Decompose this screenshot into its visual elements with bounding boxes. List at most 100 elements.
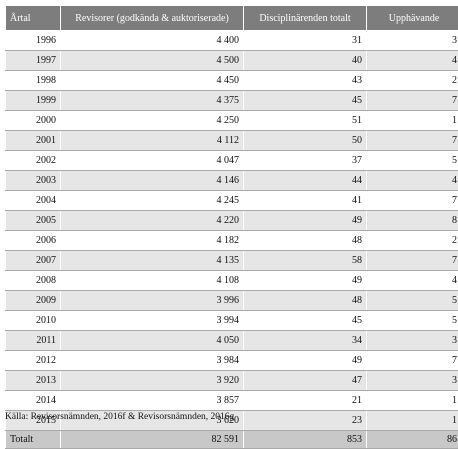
cell-auditors: 3 920 xyxy=(61,371,244,391)
cell-year: 2008 xyxy=(6,271,61,291)
cell-disciplinary-cases: 44 xyxy=(244,171,367,191)
cell-year: 1998 xyxy=(6,71,61,91)
cell-disciplinary-cases: 31 xyxy=(244,31,367,51)
cell-auditors: 4 400 xyxy=(61,31,244,51)
cell-revocations: 5 xyxy=(367,311,458,331)
total-auditors: 82 591 xyxy=(61,431,244,449)
cell-revocations: 7 xyxy=(367,131,458,151)
cell-year: 1999 xyxy=(6,91,61,111)
cell-year: 2001 xyxy=(6,131,61,151)
header-disciplinary-cases: Disciplinärenden totalt xyxy=(244,6,367,31)
cell-year: 2007 xyxy=(6,251,61,271)
cell-disciplinary-cases: 41 xyxy=(244,191,367,211)
cell-year: 1997 xyxy=(6,51,61,71)
cell-auditors: 4 450 xyxy=(61,71,244,91)
cell-year: 2002 xyxy=(6,151,61,171)
source-note: Källa: Revisorsnämnden, 2016f & Revisors… xyxy=(5,412,234,422)
cell-auditors: 3 996 xyxy=(61,291,244,311)
cell-disciplinary-cases: 48 xyxy=(244,231,367,251)
cell-disciplinary-cases: 23 xyxy=(244,411,367,431)
cell-auditors: 4 500 xyxy=(61,51,244,71)
cell-revocations: 3 xyxy=(367,371,458,391)
cell-year: 2013 xyxy=(6,371,61,391)
cell-disciplinary-cases: 48 xyxy=(244,291,367,311)
cell-revocations: 4 xyxy=(367,171,458,191)
cell-auditors: 4 050 xyxy=(61,331,244,351)
cell-disciplinary-cases: 50 xyxy=(244,131,367,151)
cell-year: 2005 xyxy=(6,211,61,231)
cell-auditors: 4 375 xyxy=(61,91,244,111)
cell-disciplinary-cases: 21 xyxy=(244,391,367,411)
cell-revocations: 1 xyxy=(367,111,458,131)
cell-year: 2009 xyxy=(6,291,61,311)
cell-revocations: 7 xyxy=(367,251,458,271)
cell-year: 2014 xyxy=(6,391,61,411)
cell-auditors: 3 994 xyxy=(61,311,244,331)
cell-revocations: 5 xyxy=(367,151,458,171)
cell-disciplinary-cases: 40 xyxy=(244,51,367,71)
cell-auditors: 4 250 xyxy=(61,111,244,131)
cell-revocations: 7 xyxy=(367,351,458,371)
data-table-container: Årtal Revisorer (godkända & auktoriserad… xyxy=(5,5,458,449)
cell-revocations: 3 xyxy=(367,31,458,51)
cell-disciplinary-cases: 49 xyxy=(244,271,367,291)
cell-auditors: 4 112 xyxy=(61,131,244,151)
cell-year: 2003 xyxy=(6,171,61,191)
cell-disciplinary-cases: 49 xyxy=(244,351,367,371)
cell-auditors: 3 857 xyxy=(61,391,244,411)
cell-year: 2010 xyxy=(6,311,61,331)
cell-disciplinary-cases: 49 xyxy=(244,211,367,231)
total-revocations: 86 xyxy=(367,431,458,449)
header-revocations: Upphävande xyxy=(367,6,458,31)
cell-revocations: 1 xyxy=(367,411,458,431)
cell-disciplinary-cases: 58 xyxy=(244,251,367,271)
cell-revocations: 2 xyxy=(367,231,458,251)
cell-revocations: 4 xyxy=(367,51,458,71)
cell-disciplinary-cases: 43 xyxy=(244,71,367,91)
total-label: Totalt xyxy=(6,431,61,449)
header-year: Årtal xyxy=(6,6,61,31)
cell-disciplinary-cases: 34 xyxy=(244,331,367,351)
cell-auditors: 4 220 xyxy=(61,211,244,231)
header-auditors: Revisorer (godkända & auktoriserade) xyxy=(61,6,244,31)
cell-auditors: 4 146 xyxy=(61,171,244,191)
auditor-discipline-table: Årtal Revisorer (godkända & auktoriserad… xyxy=(5,5,458,449)
cell-auditors: 4 182 xyxy=(61,231,244,251)
cell-auditors: 4 135 xyxy=(61,251,244,271)
cell-year: 2006 xyxy=(6,231,61,251)
cell-year: 2011 xyxy=(6,331,61,351)
cell-disciplinary-cases: 37 xyxy=(244,151,367,171)
cell-auditors: 4 108 xyxy=(61,271,244,291)
cell-year: 2012 xyxy=(6,351,61,371)
cell-revocations: 8 xyxy=(367,211,458,231)
cell-disciplinary-cases: 51 xyxy=(244,111,367,131)
table-header-row: Årtal Revisorer (godkända & auktoriserad… xyxy=(6,6,458,31)
cell-revocations: 7 xyxy=(367,91,458,111)
cell-revocations: 5 xyxy=(367,291,458,311)
cell-year: 2000 xyxy=(6,111,61,131)
cell-revocations: 2 xyxy=(367,71,458,91)
cell-revocations: 4 xyxy=(367,271,458,291)
cell-disciplinary-cases: 45 xyxy=(244,311,367,331)
cell-disciplinary-cases: 45 xyxy=(244,91,367,111)
